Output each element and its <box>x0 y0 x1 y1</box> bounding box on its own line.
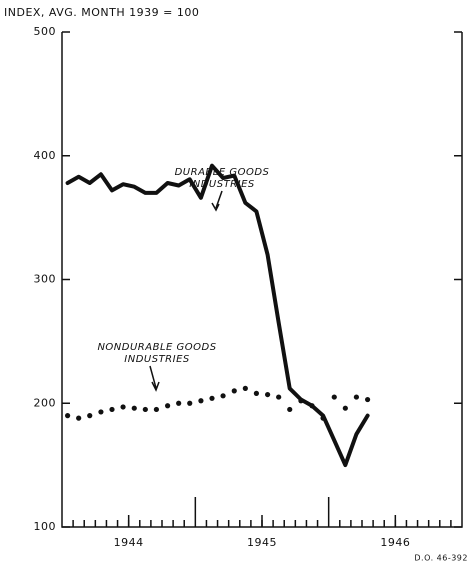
annotation: INDUSTRIES <box>189 179 255 190</box>
y-tick-label: 100 <box>34 520 57 533</box>
data-point <box>131 405 137 411</box>
data-point <box>87 413 93 419</box>
data-point <box>287 406 293 413</box>
data-point <box>176 400 182 406</box>
annotation: DURABLE GOODS <box>175 167 270 178</box>
data-point <box>309 403 315 409</box>
data-point <box>65 413 71 419</box>
y-tick-label: 500 <box>34 25 57 38</box>
annotation-arrowhead <box>151 381 160 392</box>
data-point <box>220 393 226 399</box>
annotation-arrow <box>149 365 157 389</box>
data-point <box>187 400 193 406</box>
data-point <box>265 391 271 398</box>
axis-title: INDEX, AVG. MONTH 1939 = 100 <box>4 6 199 19</box>
data-point <box>331 394 337 400</box>
annotation-arrowhead <box>211 202 220 212</box>
y-tick-label: 400 <box>34 149 57 162</box>
x-tick-label: 1945 <box>247 536 277 549</box>
data-point <box>365 396 371 403</box>
axis-frame <box>61 32 463 528</box>
series-line <box>65 163 370 468</box>
data-point <box>276 394 282 400</box>
annotation: INDUSTRIES <box>124 354 190 365</box>
footnote: D.O. 46-392 <box>414 554 468 563</box>
y-tick-label: 300 <box>34 273 57 286</box>
x-tick-label: 1944 <box>114 536 144 549</box>
data-point <box>165 403 171 409</box>
data-point <box>109 406 115 413</box>
y-tick-label: 200 <box>34 396 57 409</box>
data-point <box>98 409 104 415</box>
data-point <box>153 406 159 413</box>
annotation-arrow <box>215 190 223 209</box>
data-point <box>231 388 237 394</box>
data-point <box>342 405 348 411</box>
data-point <box>76 415 82 421</box>
data-point <box>142 406 148 413</box>
annotation: NONDURABLE GOODS <box>97 342 216 353</box>
data-point <box>120 404 126 410</box>
data-point <box>320 415 326 421</box>
data-point <box>198 398 204 404</box>
data-point <box>253 390 259 396</box>
x-tick-label: 1946 <box>380 536 410 549</box>
data-point <box>209 395 215 401</box>
data-point <box>298 398 304 404</box>
data-point <box>353 394 359 400</box>
data-point <box>242 385 248 391</box>
